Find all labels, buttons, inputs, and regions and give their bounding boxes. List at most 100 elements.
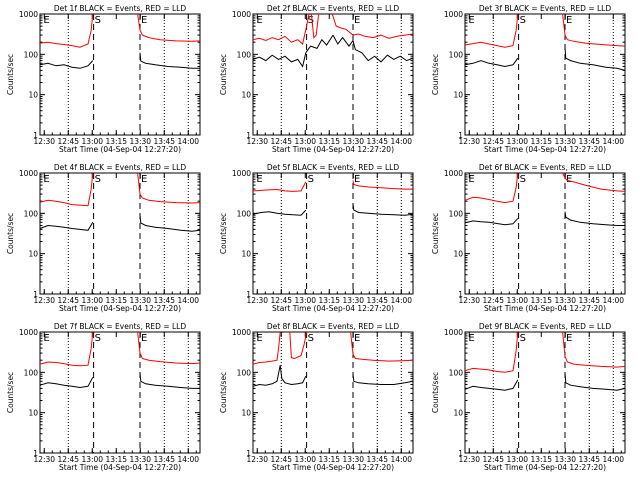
- x-tick-label: 14:00: [390, 137, 412, 146]
- x-tick-label: 12:45: [482, 455, 504, 464]
- y-axis-label: Counts/sec: [431, 372, 440, 413]
- marker-label: E: [43, 174, 49, 185]
- events-series-line: [139, 215, 201, 232]
- panel-det-9: Det 9f BLACK = Events, RED = LLD 1 10 100 10…: [431, 322, 626, 472]
- x-tick-label: 13:15: [530, 455, 552, 464]
- x-tick-label: 12:30: [33, 455, 55, 464]
- x-axis-label: Start Time (04-Sep-04 12:27:20): [59, 463, 181, 472]
- x-tick-label: 13:00: [506, 137, 528, 146]
- y-axis-label: Counts/sec: [431, 213, 440, 254]
- y-tick-label: 100: [237, 50, 252, 59]
- y-tick-label: 10: [453, 91, 463, 100]
- x-tick-label: 13:45: [366, 296, 388, 305]
- y-tick-label: 100: [237, 209, 252, 218]
- events-series-line: [305, 34, 334, 53]
- x-tick-label: 14:00: [602, 455, 624, 464]
- events-series-line: [332, 34, 414, 63]
- y-tick-label: 100: [449, 50, 464, 59]
- x-tick-label: 13:45: [153, 455, 175, 464]
- x-tick-label: 13:15: [105, 296, 127, 305]
- marker-label: S: [520, 15, 526, 26]
- lld-series-line: [252, 181, 307, 192]
- events-series-line: [464, 218, 519, 226]
- panel-det-4: Det 4f BLACK = Events, RED = LLD 1 10 100 10…: [6, 163, 201, 313]
- marker-label: S: [308, 15, 314, 26]
- lld-series-line: [562, 331, 626, 368]
- x-axis-label: Start Time (04-Sep-04 12:27:20): [272, 463, 394, 472]
- plot-frame: [252, 172, 414, 295]
- x-tick-label: 13:15: [105, 455, 127, 464]
- marker-label: E: [43, 15, 49, 26]
- lld-series-line: [464, 13, 519, 48]
- marker-label: E: [566, 333, 572, 344]
- y-axis-label: Counts/sec: [219, 372, 228, 413]
- x-tick-label: 12:30: [458, 137, 480, 146]
- marker-label: E: [256, 15, 262, 26]
- y-tick-label: 1000: [232, 328, 251, 337]
- panel-title: Det 1f BLACK = Events, RED = LLD: [54, 4, 187, 13]
- x-tick-label: 13:00: [506, 296, 528, 305]
- y-tick-label: 1000: [232, 10, 251, 19]
- x-tick-label: 13:00: [294, 137, 316, 146]
- lld-series-line: [562, 13, 626, 47]
- x-tick-label: 12:45: [270, 137, 292, 146]
- x-tick-label: 14:00: [177, 137, 199, 146]
- x-tick-label: 13:45: [578, 455, 600, 464]
- marker-label: S: [520, 174, 526, 185]
- x-tick-label: 13:45: [153, 137, 175, 146]
- x-tick-label: 13:00: [294, 455, 316, 464]
- y-tick-label: 1: [33, 449, 38, 458]
- marker-label: E: [256, 174, 262, 185]
- plot-frame: [464, 13, 626, 136]
- y-tick-label: 1: [33, 131, 38, 140]
- lld-series-line: [310, 13, 320, 39]
- y-tick-label: 10: [241, 250, 251, 259]
- y-axis-label: Counts/sec: [6, 213, 15, 254]
- y-tick-label: 10: [453, 250, 463, 259]
- x-tick-label: 13:30: [342, 296, 364, 305]
- lld-series-line: [464, 331, 519, 373]
- marker-label: S: [308, 333, 314, 344]
- y-tick-label: 10: [28, 91, 38, 100]
- x-tick-label: 13:45: [578, 137, 600, 146]
- y-tick-label: 100: [237, 368, 252, 377]
- marker-label: E: [141, 174, 147, 185]
- plot-frame: [464, 172, 626, 295]
- x-tick-label: 12:45: [270, 455, 292, 464]
- x-axis-label: Start Time (04-Sep-04 12:27:20): [484, 145, 606, 154]
- y-axis-label: Counts/sec: [431, 54, 440, 95]
- y-tick-label: 10: [241, 91, 251, 100]
- lld-series-line: [331, 13, 414, 39]
- x-tick-label: 13:00: [294, 296, 316, 305]
- events-series-line: [352, 203, 414, 216]
- x-axis-label: Start Time (04-Sep-04 12:27:20): [484, 304, 606, 313]
- y-tick-label: 100: [24, 209, 39, 218]
- events-series-line: [252, 209, 307, 216]
- plot-frame: [39, 172, 201, 295]
- y-tick-label: 1: [33, 290, 38, 299]
- panel-title: Det 8f BLACK = Events, RED = LLD: [267, 322, 400, 331]
- lld-series-line: [137, 172, 201, 204]
- marker-label: E: [141, 333, 147, 344]
- y-tick-label: 1000: [444, 10, 463, 19]
- panel-title: Det 5f BLACK = Events, RED = LLD: [267, 163, 400, 172]
- panel-title: Det 2f BLACK = Events, RED = LLD: [267, 4, 400, 13]
- lld-series-line: [289, 331, 308, 360]
- marker-label: E: [43, 333, 49, 344]
- y-tick-label: 1000: [232, 169, 251, 178]
- y-tick-label: 10: [28, 409, 38, 418]
- x-tick-label: 14:00: [177, 455, 199, 464]
- x-tick-label: 13:30: [554, 296, 576, 305]
- marker-label: S: [95, 333, 101, 344]
- x-tick-label: 12:30: [458, 296, 480, 305]
- x-tick-label: 13:30: [554, 455, 576, 464]
- events-series-line: [352, 374, 414, 385]
- x-tick-label: 13:15: [318, 296, 340, 305]
- events-series-line: [139, 52, 200, 69]
- x-tick-label: 13:30: [342, 137, 364, 146]
- panel-det-3: Det 3f BLACK = Events, RED = LLD 1 10 100 10…: [431, 4, 626, 154]
- marker-label: E: [141, 15, 147, 26]
- marker-label: E: [566, 174, 572, 185]
- x-axis-label: Start Time (04-Sep-04 12:27:20): [484, 463, 606, 472]
- y-tick-label: 100: [24, 50, 39, 59]
